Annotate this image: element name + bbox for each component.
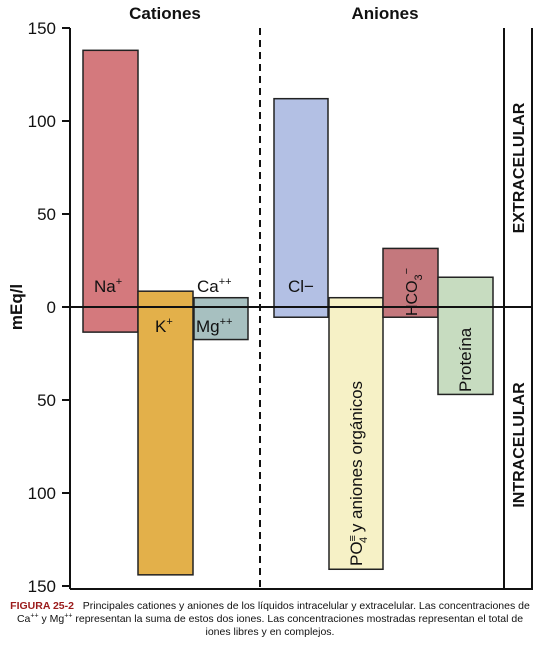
y-tick-label: 100 — [28, 484, 56, 503]
y-axis-label: mEq/l — [7, 284, 26, 330]
bar-label-ca: Ca++ — [197, 276, 232, 296]
bar-label-po4: PO≡4 y aniones orgánicos — [347, 381, 370, 566]
figure-number: FIGURA 25-2 — [10, 600, 74, 612]
figure-caption-text: Principales cationes y aniones de los lí… — [16, 600, 530, 638]
bar-hco3 — [382, 247, 439, 318]
bar-label-proteina: Proteína — [456, 327, 475, 392]
bar-label-cl: Cl− — [288, 277, 314, 296]
y-tick-label: 150 — [28, 577, 56, 596]
bar-po4-aniones-organicos — [328, 296, 384, 571]
bar-k — [137, 290, 194, 576]
figure-caption: FIGURA 25-2 Principales cationes y anion… — [8, 600, 532, 639]
compartment-label-intracelular: INTRACELULAR — [511, 382, 528, 508]
bars: Na+ K+ Ca++ Mg++ Cl− PO≡4 y aniones orgánicos… — [82, 49, 494, 576]
bar-cl — [273, 97, 329, 318]
y-tick-label: 50 — [37, 205, 56, 224]
y-tick-label: 100 — [28, 112, 56, 131]
compartment-label-extracelular: EXTRACELULAR — [511, 102, 528, 233]
bar-label-k: K+ — [155, 316, 173, 336]
bar-label-mg: Mg++ — [196, 316, 232, 336]
bar-na — [82, 49, 139, 333]
y-tick-label: 150 — [28, 19, 56, 38]
bar-proteina — [437, 276, 494, 396]
section-title-aniones: Aniones — [351, 4, 418, 23]
section-title-cationes: Cationes — [129, 4, 201, 23]
y-axis-ticks: 150 100 50 0 50 100 150 — [28, 19, 70, 596]
y-tick-label: 0 — [47, 298, 56, 317]
y-tick-label: 50 — [37, 391, 56, 410]
chart: Cationes Aniones mEq/l 15010050050100150… — [7, 4, 533, 596]
bar-ca-mg — [193, 296, 249, 341]
bar-label-na: Na+ — [94, 276, 122, 296]
